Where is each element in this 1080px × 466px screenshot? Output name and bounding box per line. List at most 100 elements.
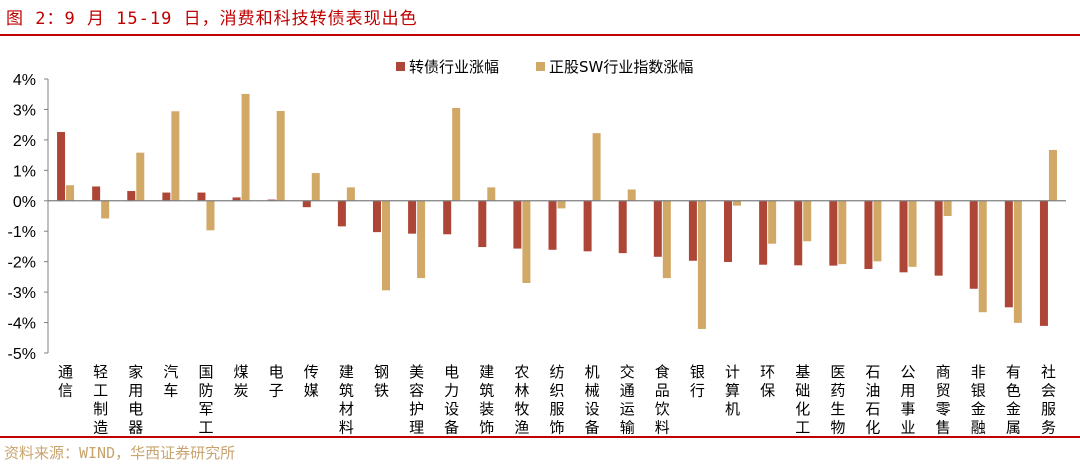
bar-stock-index-6	[276, 110, 285, 201]
x-tick-label: 美容护理	[409, 363, 424, 436]
bar-stock-index-24	[908, 200, 917, 267]
bar-convertible-22	[829, 200, 838, 266]
bar-convertible-23	[864, 200, 873, 269]
x-tick-label: 国防军工	[198, 363, 213, 436]
x-tick-label: 环保	[760, 363, 775, 400]
x-tick-label: 轻工制造	[93, 363, 108, 436]
bar-convertible-7	[302, 200, 311, 208]
y-tick-label: 1%	[13, 163, 36, 180]
bar-stock-index-16	[627, 189, 636, 201]
y-tick-label: 3%	[13, 102, 36, 119]
y-tick-label: 2%	[13, 133, 36, 150]
bar-stock-index-4	[206, 200, 215, 231]
x-tick-label: 通信	[58, 363, 73, 400]
bar-stock-index-0	[66, 185, 75, 201]
x-tick-label: 传媒	[304, 363, 319, 400]
source-note: 资料来源：WIND，华西证券研究所	[4, 444, 236, 462]
bar-stock-index-25	[943, 200, 952, 216]
bar-convertible-27	[1004, 200, 1013, 308]
x-tick-label: 汽车	[163, 363, 178, 400]
x-tick-label: 建筑装饰	[479, 363, 494, 436]
x-tick-label: 煤炭	[234, 363, 249, 400]
x-tick-label: 建筑材料	[339, 363, 354, 436]
x-tick-label: 电力设备	[444, 363, 459, 436]
bar-convertible-9	[372, 200, 381, 233]
bar-convertible-16	[618, 200, 627, 254]
bar-convertible-19	[724, 200, 733, 262]
x-tick-label: 家用电器	[128, 363, 143, 436]
bar-stock-index-2	[136, 152, 145, 201]
x-tick-label: 社会服务	[1041, 363, 1056, 436]
bar-chart: 转债行业涨幅 正股SW行业指数涨幅 4% 3% 2% 1% 0% -1% -2% -3% -4%…	[8, 58, 1066, 436]
x-tick-label: 银行	[690, 363, 705, 400]
bar-convertible-10	[408, 200, 417, 234]
x-tick-label: 商贸零售	[936, 363, 951, 436]
bar-convertible-18	[688, 200, 697, 261]
bar-stock-index-8	[346, 187, 355, 201]
bar-convertible-12	[478, 200, 487, 248]
title-divider	[0, 34, 1080, 36]
bar-convertible-24	[899, 200, 908, 273]
y-tick-label: -2%	[8, 255, 36, 272]
y-tick-label: -5%	[8, 346, 36, 363]
bar-stock-index-13	[522, 200, 531, 283]
bar-convertible-11	[443, 200, 452, 235]
bar-stock-index-7	[311, 173, 320, 201]
bar-convertible-15	[583, 200, 592, 252]
bar-stock-index-18	[697, 200, 706, 329]
bar-stock-index-20	[768, 200, 777, 244]
bar-stock-index-26	[978, 200, 987, 313]
legend-label-stock-index: 正股SW行业指数涨幅	[549, 58, 693, 76]
bar-stock-index-14	[557, 200, 566, 209]
legend-swatch-convertible	[396, 62, 405, 71]
bar-stock-index-22	[838, 200, 847, 265]
x-tick-label: 交通运输	[620, 363, 635, 436]
y-tick-label: -4%	[8, 316, 36, 333]
bar-convertible-13	[513, 200, 522, 249]
x-tick-label: 基础化工	[795, 363, 810, 436]
x-tick-label: 计算机	[725, 363, 740, 418]
bar-convertible-6	[267, 199, 276, 201]
bar-convertible-3	[162, 192, 171, 201]
bar-convertible-17	[653, 200, 662, 257]
bar-stock-index-19	[733, 200, 742, 206]
bar-convertible-5	[232, 197, 241, 201]
x-tick-label: 农林牧渔	[514, 363, 529, 436]
y-tick-label: 0%	[13, 194, 36, 211]
bar-stock-index-9	[381, 200, 390, 291]
bar-stock-index-27	[1013, 200, 1022, 323]
footer-divider	[0, 436, 1080, 438]
bar-stock-index-1	[101, 200, 110, 219]
y-axis: 4% 3% 2% 1% 0% -1% -2% -3% -4% -5%	[8, 72, 49, 363]
legend-label-convertible: 转债行业涨幅	[409, 58, 499, 76]
x-tick-label: 有色金属	[1006, 363, 1021, 436]
x-tick-label: 公用事业	[901, 363, 916, 436]
bar-convertible-0	[57, 131, 66, 201]
bar-stock-index-11	[452, 107, 461, 201]
bars	[57, 93, 1057, 329]
bar-convertible-26	[969, 200, 978, 289]
x-tick-label: 机械设备	[585, 363, 600, 436]
x-tick-label: 医药生物	[830, 363, 845, 436]
bar-stock-index-3	[171, 111, 180, 201]
bar-stock-index-10	[417, 200, 426, 279]
x-tick-label: 钢铁	[374, 363, 389, 400]
bar-convertible-1	[92, 186, 101, 201]
bar-convertible-28	[1039, 200, 1048, 326]
bar-stock-index-28	[1048, 149, 1057, 201]
x-tick-label: 非银金融	[971, 363, 986, 436]
y-tick-label: -3%	[8, 285, 36, 302]
y-tick-label: -1%	[8, 224, 36, 241]
x-tick-label: 纺织服饰	[549, 363, 564, 436]
x-tick-label: 食品饮料	[655, 363, 670, 436]
x-tick-label: 电子	[269, 363, 284, 400]
bar-stock-index-15	[592, 133, 601, 201]
x-tick-label: 石油石化	[865, 363, 880, 436]
legend-swatch-stock-index	[536, 62, 545, 71]
bar-convertible-20	[759, 200, 768, 265]
bar-convertible-21	[794, 200, 803, 266]
bar-stock-index-12	[487, 187, 496, 201]
bar-stock-index-21	[803, 200, 812, 242]
bar-stock-index-17	[662, 200, 671, 279]
